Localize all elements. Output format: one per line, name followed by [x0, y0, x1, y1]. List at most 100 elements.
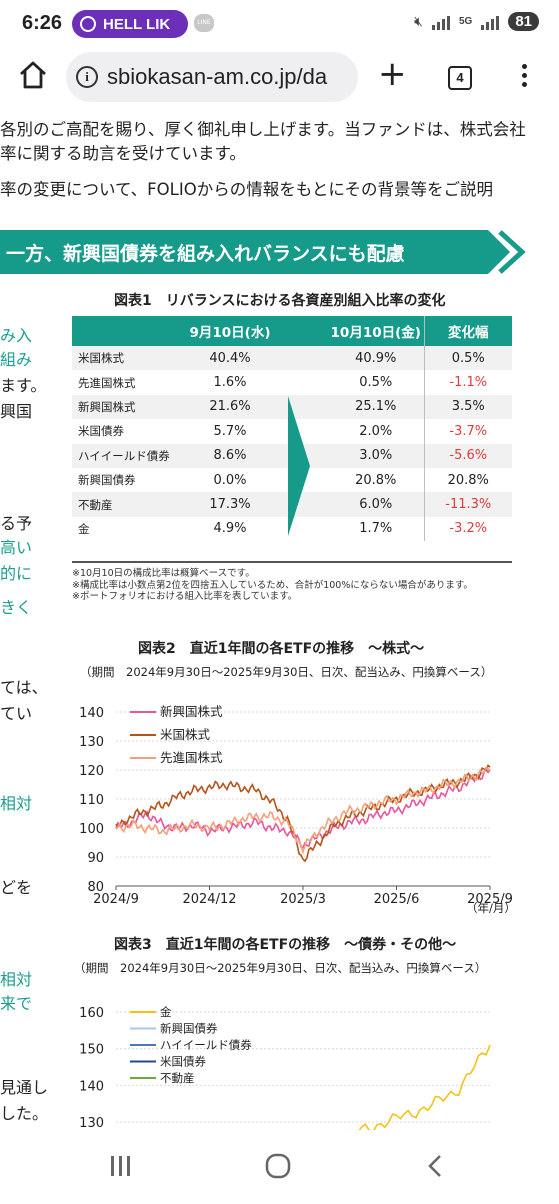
- home-icon[interactable]: [18, 60, 48, 90]
- side-text-fragment: 来で: [0, 994, 33, 1013]
- section-banner: 一方、新興国債券を組み入れバランスにも配慮: [0, 230, 540, 274]
- back-button[interactable]: [428, 1155, 441, 1177]
- header-after: 10月10日(金): [328, 316, 424, 346]
- after-value: 6.0%: [328, 492, 424, 517]
- asset-label: 金: [78, 521, 90, 536]
- side-text-fragment: ます。: [0, 376, 47, 395]
- side-text-fragment: 相対: [0, 970, 33, 989]
- site-info-icon[interactable]: i: [76, 66, 98, 88]
- change-value: -3.2%: [423, 516, 512, 542]
- series-line: [349, 1044, 491, 1130]
- before-value: 8.6%: [172, 443, 288, 468]
- app-pill-label: HELL LIK: [103, 15, 171, 33]
- signal-icon-2: [481, 14, 500, 30]
- before-value: 4.9%: [213, 521, 247, 537]
- y-tick-label: 140: [79, 706, 104, 721]
- fig1-notes: ※10月10日の構成比率は概算ベースです。 ※構成比率は小数点第2位を四捨五入し…: [72, 568, 473, 603]
- legend-label: ハイイールド債券: [160, 1038, 252, 1052]
- asset-label: 米国債券: [78, 424, 124, 439]
- after-value: 2.0%: [359, 423, 393, 439]
- series-line: [115, 768, 491, 849]
- legend-label: 米国債券: [160, 1055, 206, 1069]
- series-line: [115, 766, 491, 855]
- side-text-fragment: 高い: [0, 538, 33, 557]
- change-value: 20.8%: [423, 467, 512, 493]
- side-text-fragment: どを: [0, 878, 33, 897]
- note-line: ※ポートフォリオにおける組入比率を表しています。: [72, 591, 298, 602]
- table-row: 金 4.9% 1.7% -3.2%: [72, 516, 512, 542]
- fig3-subtitle: （期間 2024年9月30日～2025年9月30日、日次、配当込み、円換算ベース…: [74, 961, 487, 975]
- y-tick-label: 130: [79, 735, 104, 750]
- system-nav-bar: [0, 1130, 559, 1200]
- side-text-fragment: 見通し: [0, 1078, 49, 1097]
- y-tick-label: 100: [79, 822, 104, 837]
- before-value: 17.3%: [172, 492, 288, 517]
- overflow-menu-icon[interactable]: [520, 64, 528, 92]
- url-text: sbiokasan-am.co.jp/da: [107, 64, 328, 89]
- side-text-fragment: 相対: [0, 794, 33, 813]
- intro-line: 率の変更について、FOLIOからの情報をもとにその背景等をご説明: [0, 180, 494, 199]
- y-tick-label: 160: [79, 1006, 104, 1021]
- gap-cell: [288, 346, 328, 371]
- before-value: 1.6%: [213, 375, 247, 391]
- table-header-row: 9月10日(水) 10月10日(金) 変化幅: [72, 316, 512, 346]
- change-value: -5.6%: [423, 443, 512, 468]
- intro-text: 各別のご高配を賜り、厚く御礼申し上げます。当ファンドは、株式会社 率に関する助言…: [0, 118, 559, 202]
- y-tick-label: 140: [79, 1079, 104, 1094]
- gap-cell: [288, 394, 328, 420]
- y-tick-label: 120: [79, 764, 104, 779]
- asset-label: 不動産: [72, 492, 172, 517]
- after-value: 3.0%: [328, 443, 424, 468]
- legend-label: 新興国株式: [160, 704, 223, 719]
- nav-icons: [111, 1153, 441, 1179]
- address-bar[interactable]: i sbiokasan-am.co.jp/da: [66, 52, 358, 102]
- after-value: 1.7%: [359, 521, 393, 537]
- after-value: 0.5%: [359, 375, 393, 391]
- status-time: 6:26: [22, 12, 63, 34]
- x-tick-label: 2025/3: [280, 892, 326, 907]
- signal-icon: [431, 14, 450, 30]
- after-value: 25.1%: [328, 394, 424, 420]
- x-axis-unit: （年/月）: [466, 901, 516, 915]
- tab-switcher-button[interactable]: 4: [448, 66, 472, 90]
- change-value: -3.7%: [423, 419, 512, 444]
- y-tick-label: 80: [87, 880, 104, 895]
- new-tab-button[interactable]: +: [378, 54, 407, 94]
- status-icons: 🔇︎ 5G 81: [414, 12, 539, 31]
- change-value: -1.1%: [423, 370, 512, 395]
- app-pill[interactable]: HELL LIK: [72, 10, 188, 38]
- side-text-fragment: きく: [0, 598, 33, 617]
- note-line: ※10月10日の構成比率は概算ベースです。: [72, 568, 255, 579]
- fig2-title: 図表2 直近1年間の各ETFの推移 ～株式～: [138, 641, 425, 657]
- browser-toolbar: i sbiokasan-am.co.jp/da + 4: [0, 48, 559, 110]
- y-tick-label: 130: [79, 1116, 104, 1130]
- recent-apps-button[interactable]: [111, 1156, 130, 1176]
- x-tick-label: 2025/6: [374, 892, 420, 907]
- table-row: 新興国株式 21.6% 25.1% 3.5%: [72, 394, 512, 420]
- bond-etf-chart: 100110120130140150160金新興国債券ハイイールド債券米国債券不…: [79, 1005, 491, 1130]
- line-app-icon: LINE: [194, 14, 214, 32]
- battery-indicator: 81: [508, 12, 539, 31]
- intro-line: 各別のご高配を賜り、厚く御礼申し上げます。当ファンドは、株式会社: [0, 120, 526, 139]
- legend-label: 新興国債券: [160, 1022, 218, 1036]
- header-blank: [72, 316, 172, 346]
- side-text-fragment: る予: [0, 514, 33, 533]
- note-line: ※構成比率は小数点第2位を四捨五入しているため、合計が100%にならない場合があ…: [72, 579, 473, 591]
- after-value: 40.9%: [328, 346, 424, 371]
- legend-label: 不動産: [160, 1071, 195, 1085]
- gap-cell: [288, 516, 328, 542]
- side-text-fragment: てい: [0, 704, 33, 723]
- before-value: 40.4%: [172, 346, 288, 371]
- network-type: 5G: [458, 16, 473, 27]
- change-value: 0.5%: [423, 346, 512, 371]
- status-bar: 6:26 HELL LIK LINE 🔇︎ 5G 81: [0, 0, 559, 48]
- x-tick-label: 2024/9: [93, 892, 139, 907]
- legend-label: 米国株式: [160, 727, 211, 742]
- table-row: 新興国債券 0.0% 20.8% 20.8%: [72, 467, 512, 493]
- change-value: -11.3%: [423, 492, 512, 517]
- asset-label: 先進国株式: [78, 375, 136, 390]
- before-value: 0.0%: [213, 472, 247, 488]
- home-button[interactable]: [265, 1153, 291, 1179]
- before-value: 21.6%: [172, 394, 288, 420]
- fig2-subtitle: （期間 2024年9月30日～2025年9月30日、日次、配当込み、円換算ベース…: [80, 665, 493, 679]
